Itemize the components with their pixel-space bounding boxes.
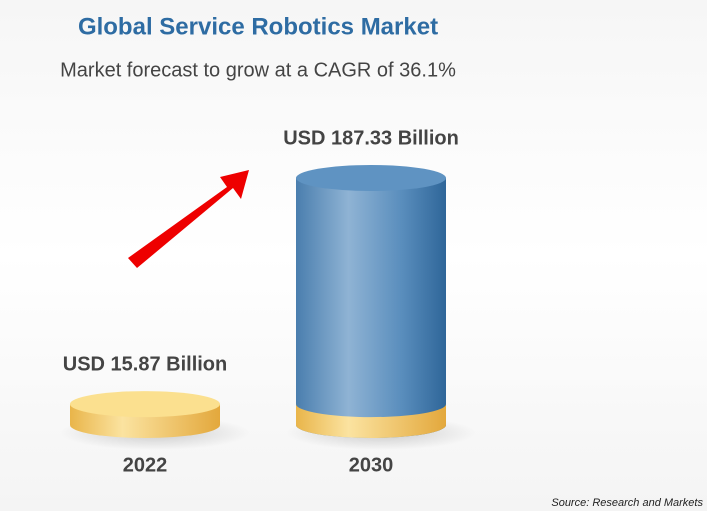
growth-arrow bbox=[128, 170, 249, 268]
source-note: Source: Research and Markets bbox=[551, 497, 703, 509]
base-band bbox=[296, 404, 446, 438]
bar bbox=[296, 178, 446, 438]
bar-top bbox=[70, 391, 220, 418]
x-tick-label: 2030 bbox=[349, 454, 394, 476]
bar-top bbox=[296, 165, 446, 191]
chart-subtitle: Market forecast to grow at a CAGR of 36.… bbox=[60, 59, 456, 81]
chart-title: Global Service Robotics Market bbox=[78, 13, 438, 40]
x-tick-label: 2022 bbox=[123, 454, 168, 476]
value-label: USD 187.33 Billion bbox=[283, 127, 459, 149]
value-label: USD 15.87 Billion bbox=[63, 353, 228, 375]
